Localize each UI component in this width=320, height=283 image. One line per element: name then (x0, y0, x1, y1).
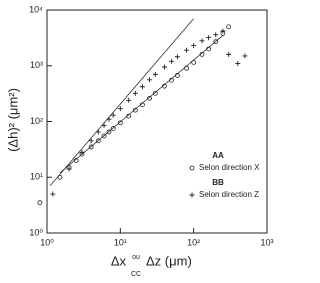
point (73, 158, 79, 163)
point (88, 144, 94, 150)
point (220, 28, 226, 34)
point (88, 138, 94, 144)
point (199, 51, 205, 57)
point (206, 46, 212, 52)
point (206, 35, 212, 41)
legend-marker (189, 192, 195, 198)
point (66, 166, 72, 172)
point (101, 122, 107, 128)
legend-label: Selon direction Z (199, 190, 259, 199)
point (235, 60, 241, 66)
point (226, 24, 232, 30)
y-tick-label: 10² (30, 116, 43, 126)
x-axis-label-sub: CC (131, 271, 141, 278)
point (95, 138, 101, 144)
x-tick-label: 10³ (260, 237, 273, 247)
point (101, 133, 107, 139)
legend-group: BB (212, 178, 224, 187)
point (50, 191, 56, 197)
point (37, 200, 43, 206)
point (162, 83, 167, 89)
point (191, 59, 197, 65)
point (106, 116, 112, 122)
plot-frame (46, 9, 268, 234)
x-tick-label: 10² (187, 237, 200, 247)
point (174, 54, 180, 60)
point (106, 129, 112, 135)
x-axis-label: Δx (111, 253, 127, 268)
point (184, 47, 190, 53)
x-tick-label: 10⁰ (40, 237, 54, 247)
point (213, 39, 219, 45)
y-tick-label: 10⁴ (29, 4, 43, 14)
chart: (Δh)² (μm²) Δx ou Δz (μm) CC 10⁰ 10¹ 10² 10… (5, 4, 273, 278)
point (169, 77, 174, 83)
point (191, 43, 197, 49)
point (126, 113, 132, 119)
fit-line (59, 35, 224, 174)
fit-line (49, 18, 194, 187)
y-axis-label: (Δh)² (μm²) (5, 88, 20, 152)
legend-label: Selon direction X (199, 163, 260, 172)
point (147, 77, 153, 83)
x-axis-label-end: Δz (μm) (146, 253, 192, 268)
point (132, 107, 138, 113)
y-tick-label: 10¹ (30, 172, 43, 182)
point (174, 73, 180, 78)
point (126, 97, 132, 103)
point (226, 51, 232, 57)
x-axis-label-mid: ou (132, 254, 140, 261)
point (132, 90, 138, 96)
point (147, 95, 152, 101)
point (140, 102, 145, 108)
point (152, 71, 158, 77)
point (57, 174, 63, 180)
point (117, 120, 123, 126)
point (213, 32, 219, 38)
point (79, 149, 85, 155)
point (95, 129, 101, 135)
y-tick-label: 10⁰ (29, 227, 43, 237)
point (169, 58, 175, 64)
point (110, 126, 116, 131)
point (184, 65, 189, 71)
point (242, 53, 248, 59)
legend-group: AA (212, 151, 224, 160)
point (139, 84, 145, 90)
point (199, 38, 205, 44)
point (152, 90, 158, 96)
x-tick-label: 10¹ (114, 237, 127, 247)
point (117, 106, 123, 112)
point (161, 64, 167, 70)
legend-marker (189, 165, 195, 171)
y-tick-label: 10³ (30, 60, 43, 70)
point (110, 112, 116, 118)
